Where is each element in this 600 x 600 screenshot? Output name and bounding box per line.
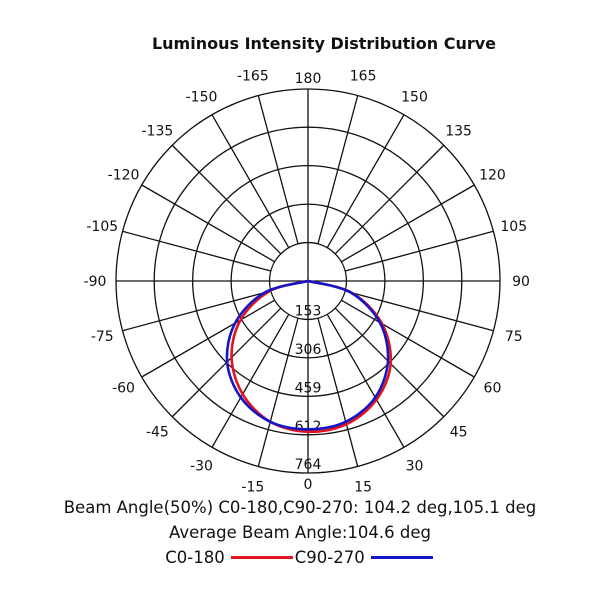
- legend-swatch-c90-270: [370, 556, 433, 559]
- angle-tick-label: -150: [186, 90, 218, 106]
- grid-spoke: [340, 184, 475, 263]
- angle-tick-label: 165: [350, 68, 377, 84]
- angle-tick-label: -15: [241, 480, 264, 496]
- angle-tick-label: -120: [108, 168, 140, 184]
- radial-tick-label: 764: [295, 457, 322, 473]
- angle-tick-label: 90: [512, 274, 530, 290]
- angle-tick-label: 105: [500, 219, 527, 235]
- grid-spoke: [344, 290, 494, 332]
- angle-tick-label: 120: [479, 168, 506, 184]
- angle-tick-label: 60: [484, 381, 502, 397]
- grid-spoke: [171, 144, 282, 255]
- angle-tick-label: -75: [91, 329, 114, 345]
- grid-spoke: [334, 144, 445, 255]
- grid-spoke: [141, 299, 276, 378]
- angle-tick-label: 75: [505, 329, 523, 345]
- legend: C0-180 C90-270: [0, 548, 600, 567]
- series-curve-c0-180: [230, 279, 393, 434]
- angle-tick-label: -30: [190, 458, 213, 474]
- angle-tick-label: -60: [112, 381, 135, 397]
- grid-spoke: [344, 230, 494, 272]
- angle-tick-label: 15: [354, 480, 372, 496]
- angle-tick-label: -45: [146, 425, 169, 441]
- angle-tick-label: -90: [84, 274, 107, 290]
- radial-tick-label: 306: [295, 342, 322, 358]
- grid-spoke: [317, 317, 359, 467]
- grid-spoke: [257, 95, 299, 245]
- grid-spoke: [326, 114, 405, 249]
- legend-swatch-c0-180: [230, 556, 293, 559]
- grid-spoke: [211, 313, 290, 448]
- angle-tick-label: -105: [86, 219, 118, 235]
- grid-spoke: [326, 313, 405, 448]
- radial-tick-label: 153: [295, 303, 322, 319]
- angle-tick-label: 0: [304, 477, 313, 493]
- angle-tick-label: 30: [406, 458, 424, 474]
- grid-spoke: [317, 95, 359, 245]
- grid-spoke: [340, 299, 475, 378]
- angle-tick-label: 45: [450, 425, 468, 441]
- grid-spoke: [141, 184, 276, 263]
- beam-angle-text: Beam Angle(50%) C0-180,C90-270: 104.2 de…: [63, 498, 537, 517]
- grid-spoke: [122, 290, 272, 332]
- grid-spoke: [211, 114, 290, 249]
- angle-tick-label: 150: [401, 90, 428, 106]
- grid-spoke: [257, 317, 299, 467]
- chart-title: Luminous Intensity Distribution Curve: [151, 34, 497, 53]
- angle-tick-label: 180: [295, 71, 322, 87]
- legend-label-c90-270: C90-270: [294, 548, 365, 567]
- series-curve-c90-270: [225, 279, 390, 431]
- legend-label-c0-180: C0-180: [165, 548, 225, 567]
- radial-tick-label: 459: [295, 380, 322, 396]
- angle-tick-label: 135: [445, 123, 472, 139]
- grid-spoke: [122, 230, 272, 272]
- angle-tick-label: -135: [141, 123, 173, 139]
- angle-tick-label: -165: [237, 68, 269, 84]
- average-beam-angle-text: Average Beam Angle:104.6 deg: [169, 523, 431, 542]
